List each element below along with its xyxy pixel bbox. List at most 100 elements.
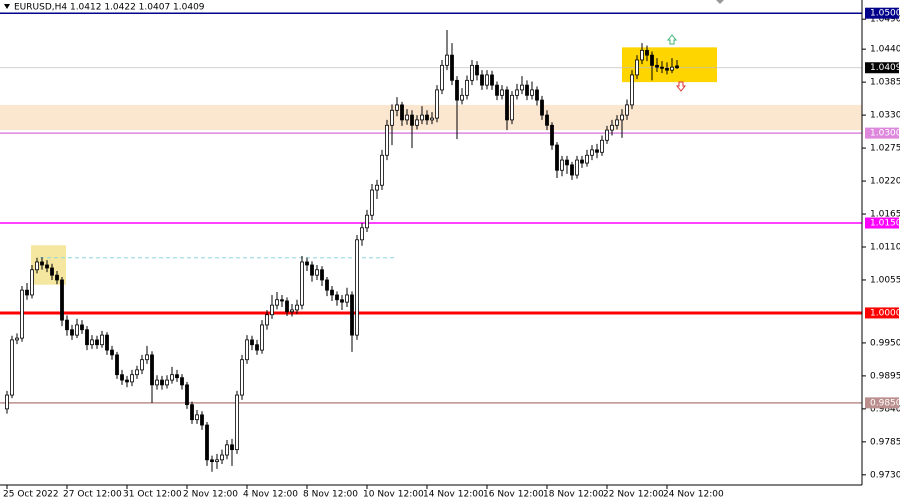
candle-body [185,384,189,406]
candle-body [530,89,534,96]
candle-body [450,54,454,81]
zones [0,47,862,285]
header-triangle [4,4,10,9]
candle-body [265,314,269,326]
candle-body [110,349,114,356]
candle-body [205,424,209,461]
candle-body [140,359,144,371]
up-arrow [666,34,678,45]
candle-body [395,104,399,111]
y-tick-label: 0.9730 [870,470,900,480]
candle-body [460,94,464,101]
candle-body [610,124,614,131]
candle-body [665,67,669,71]
candle-body [75,324,79,336]
candle-body [660,66,664,69]
candle-body [30,269,34,296]
candle-body [130,374,134,383]
candle-body [60,279,64,321]
x-tick-label: 18 Nov 12:00 [543,490,604,499]
candle-body [415,119,419,126]
y-tick-label: 0.9785 [870,437,900,447]
candle-body [500,89,504,96]
y-tick-label: 1.0055 [870,275,900,285]
candle-body [255,344,259,351]
candle-body [590,149,594,156]
candle-body [50,267,54,276]
candle-body [250,339,254,346]
candle-body [505,89,509,121]
current-label-bg [865,62,899,74]
candle-body [5,394,9,410]
candle-body [370,189,374,216]
candle-body [435,89,439,119]
x-tick-label: 8 Nov 12:00 [303,490,358,499]
candle-body [330,289,334,296]
candle-body [100,334,104,346]
level-label-bg [865,217,899,229]
candle-body [615,119,619,126]
candle-body [260,324,264,351]
candle-body [270,304,274,316]
candle-body [675,65,679,69]
candle-body [230,444,234,451]
candle-body [445,54,449,66]
candle-body [565,159,569,166]
candle-body [325,279,329,291]
candle-body [430,117,434,121]
candle-body [485,74,489,86]
level-label: 1.0150 [870,219,900,229]
y-tick-label: 0.9840 [870,404,900,414]
candle-body [80,324,84,331]
candle-body [280,299,284,302]
candle-body [180,377,184,386]
candle-body [480,74,484,86]
candle-body [190,404,194,421]
candle-body [295,304,299,311]
x-tick-label: 22 Nov 12:00 [603,490,664,499]
candle-body [125,379,129,383]
x-tick-label: 31 Oct 12:00 [123,490,182,499]
candle-body [335,294,339,301]
x-tick-label: 27 Oct 12:00 [63,490,122,499]
candle-body [410,114,414,126]
candle-body [355,239,359,336]
candle-body [320,269,324,281]
candle-body [510,94,514,121]
candles [5,29,679,472]
candle-body [195,414,199,421]
candle-body [380,154,384,186]
candle-body [400,104,404,121]
candle-body [595,149,599,153]
candle-body [585,154,589,164]
candle-body [290,309,294,313]
level-label: 0.9850 [870,398,900,408]
candle-body [40,261,44,266]
candle-body [85,329,89,346]
candle-body [65,319,69,331]
candle-body [285,300,289,313]
candle-body [120,374,124,381]
y-tick-label: 1.0165 [870,210,900,220]
candle-body [215,459,219,463]
x-tick-label: 4 Nov 12:00 [243,490,298,499]
candle-body [315,269,319,276]
candle-body [175,374,179,379]
axis: 1.0490 1.0440 1.0385 1.0330 1.0275 1.0220 1.01… [3,7,900,499]
zone [0,104,862,131]
y-tick-label: 1.0385 [870,78,900,88]
candle-body [345,294,349,303]
y-tick-label: 0.9895 [870,371,900,381]
candle-body [425,114,429,121]
current-label: 1.0409 [870,63,900,73]
candle-body [310,264,314,276]
candle-body [70,329,74,336]
candle-body [635,59,639,76]
x-tick-label: 24 Nov 12:00 [663,490,724,499]
candle-body [555,144,559,171]
candle-body [275,299,279,306]
candle-body [10,339,14,396]
candle-body [90,339,94,346]
candle-body [225,444,229,456]
